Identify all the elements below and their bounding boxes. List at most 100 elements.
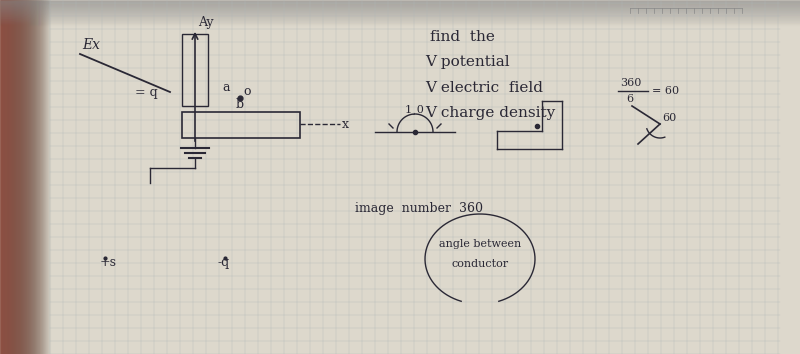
Bar bbox=[36, 0, 37, 354]
Bar bbox=[20, 0, 21, 354]
Text: 60: 60 bbox=[662, 113, 676, 123]
Bar bbox=[30, 0, 31, 354]
Bar bbox=[10, 0, 11, 354]
Bar bbox=[0, 16, 800, 17]
Bar bbox=[24, 0, 25, 354]
Text: +s: +s bbox=[100, 256, 117, 269]
Text: image  number  360: image number 360 bbox=[355, 202, 483, 215]
Bar bbox=[0, 15, 800, 16]
Text: = q: = q bbox=[135, 86, 158, 99]
Bar bbox=[52, 0, 53, 354]
Bar bbox=[8, 0, 9, 354]
Bar bbox=[0, 5, 800, 6]
Bar bbox=[12, 0, 13, 354]
Bar bbox=[16, 0, 17, 354]
Bar bbox=[50, 0, 51, 354]
Bar bbox=[38, 0, 39, 354]
Text: V electric  field: V electric field bbox=[425, 81, 543, 95]
Bar bbox=[56, 0, 57, 354]
Bar bbox=[34, 0, 35, 354]
Text: 1¸0: 1¸0 bbox=[405, 104, 425, 114]
Bar bbox=[0, 6, 800, 7]
Bar bbox=[2, 0, 3, 354]
Bar bbox=[53, 0, 54, 354]
Text: a: a bbox=[222, 81, 230, 94]
Bar bbox=[47, 0, 48, 354]
Bar bbox=[182, 112, 300, 138]
Bar bbox=[28, 0, 29, 354]
Text: = 60: = 60 bbox=[652, 86, 679, 96]
Bar bbox=[0, 24, 800, 25]
Bar bbox=[33, 0, 34, 354]
Bar bbox=[7, 0, 8, 354]
Bar bbox=[13, 0, 14, 354]
Bar bbox=[11, 0, 12, 354]
Text: Ay: Ay bbox=[198, 16, 214, 29]
Bar bbox=[1, 0, 2, 354]
Bar bbox=[0, 21, 800, 22]
Bar bbox=[9, 0, 10, 354]
Bar bbox=[0, 7, 800, 8]
Bar bbox=[25, 0, 26, 354]
Bar bbox=[0, 10, 800, 11]
Text: conductor: conductor bbox=[451, 259, 509, 269]
Bar bbox=[0, 11, 800, 12]
Bar bbox=[46, 0, 47, 354]
Bar bbox=[58, 0, 59, 354]
Bar bbox=[0, 22, 800, 23]
Bar bbox=[32, 0, 33, 354]
Bar bbox=[15, 0, 16, 354]
Bar bbox=[59, 0, 60, 354]
Bar bbox=[0, 0, 1, 354]
Bar bbox=[39, 0, 40, 354]
Text: x: x bbox=[342, 118, 349, 131]
Bar bbox=[0, 3, 800, 4]
Bar bbox=[41, 0, 42, 354]
Bar bbox=[35, 0, 36, 354]
Bar bbox=[0, 2, 800, 3]
Text: V potential: V potential bbox=[425, 55, 510, 69]
Bar bbox=[45, 0, 46, 354]
Bar bbox=[0, 4, 800, 5]
Bar bbox=[19, 0, 20, 354]
Bar bbox=[29, 0, 30, 354]
Text: o: o bbox=[243, 85, 250, 98]
Text: 6: 6 bbox=[626, 94, 633, 104]
Bar bbox=[3, 0, 4, 354]
Text: find  the: find the bbox=[430, 30, 495, 44]
Text: 360: 360 bbox=[620, 78, 642, 88]
Bar bbox=[0, 19, 800, 20]
Bar bbox=[40, 0, 41, 354]
Bar bbox=[5, 0, 6, 354]
Bar bbox=[22, 0, 23, 354]
Text: V charge density: V charge density bbox=[425, 106, 555, 120]
Bar bbox=[18, 0, 19, 354]
Bar bbox=[0, 20, 800, 21]
Bar bbox=[0, 13, 800, 14]
Bar bbox=[0, 18, 800, 19]
Bar bbox=[43, 0, 44, 354]
Bar bbox=[42, 0, 43, 354]
Text: -q: -q bbox=[218, 256, 230, 269]
Bar bbox=[0, 1, 800, 2]
Bar bbox=[0, 12, 800, 13]
Bar bbox=[4, 0, 5, 354]
Bar bbox=[0, 14, 800, 15]
Bar bbox=[23, 0, 24, 354]
Bar bbox=[0, 23, 800, 24]
Bar bbox=[14, 0, 15, 354]
Bar bbox=[0, 17, 800, 18]
Bar bbox=[6, 0, 7, 354]
Bar bbox=[48, 0, 49, 354]
Bar bbox=[0, 8, 800, 9]
Bar bbox=[17, 0, 18, 354]
Bar bbox=[27, 0, 28, 354]
Bar bbox=[37, 0, 38, 354]
Bar bbox=[49, 0, 50, 354]
Text: Ex: Ex bbox=[82, 38, 100, 52]
Text: angle between: angle between bbox=[439, 239, 521, 249]
Bar bbox=[31, 0, 32, 354]
Bar bbox=[54, 0, 55, 354]
Bar bbox=[57, 0, 58, 354]
Bar bbox=[55, 0, 56, 354]
